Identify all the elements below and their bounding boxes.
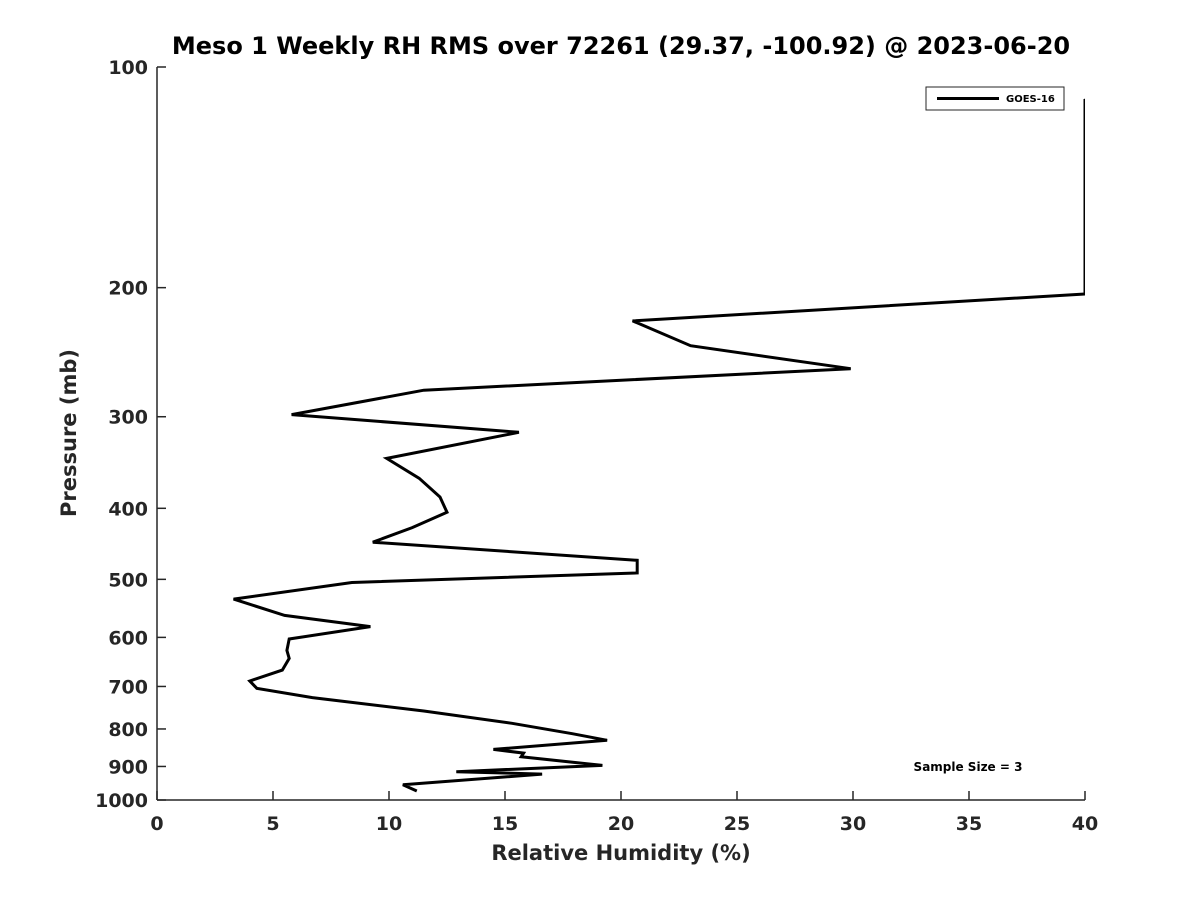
y-tick-label: 300	[108, 407, 148, 429]
x-tick-label: 20	[608, 813, 634, 835]
x-axis-ticks: 0 5 10 15 20 25 30 35 40	[150, 791, 1098, 835]
legend: GOES-16	[925, 86, 1065, 111]
y-tick-label: 1000	[95, 790, 148, 812]
x-axis-label: Relative Humidity (%)	[491, 841, 750, 865]
x-tick-label: 25	[724, 813, 750, 835]
sample-size-annotation: Sample Size = 3	[914, 760, 1023, 774]
legend-label-goes-16: GOES-16	[1006, 94, 1055, 105]
y-tick-label: 400	[108, 498, 148, 520]
x-tick-label: 30	[840, 813, 866, 835]
x-tick-label: 0	[150, 813, 163, 835]
y-tick-label: 800	[108, 719, 148, 741]
x-tick-label: 15	[492, 813, 518, 835]
y-tick-label: 200	[108, 278, 148, 300]
y-tick-label: 500	[108, 569, 148, 591]
x-tick-label: 5	[266, 813, 279, 835]
x-tick-label: 40	[1072, 813, 1098, 835]
x-tick-label: 10	[376, 813, 402, 835]
y-axis-label: Pressure (mb)	[57, 349, 81, 517]
chart-title: Meso 1 Weekly RH RMS over 72261 (29.37, …	[172, 32, 1070, 60]
y-tick-label: 900	[108, 756, 148, 778]
x-tick-label: 35	[956, 813, 982, 835]
plot-area: 0 5 10 15 20 25 30 35 40 100 200 300 400 500 600 700 80…	[95, 57, 1098, 835]
y-tick-label: 700	[108, 676, 148, 698]
series-line-goes-16	[233, 98, 1085, 793]
series-layer	[233, 98, 1085, 793]
y-tick-label: 100	[108, 57, 148, 79]
y-axis-ticks: 100 200 300 400 500 600 700 800 900 1000	[95, 57, 166, 812]
y-tick-label: 600	[108, 627, 148, 649]
